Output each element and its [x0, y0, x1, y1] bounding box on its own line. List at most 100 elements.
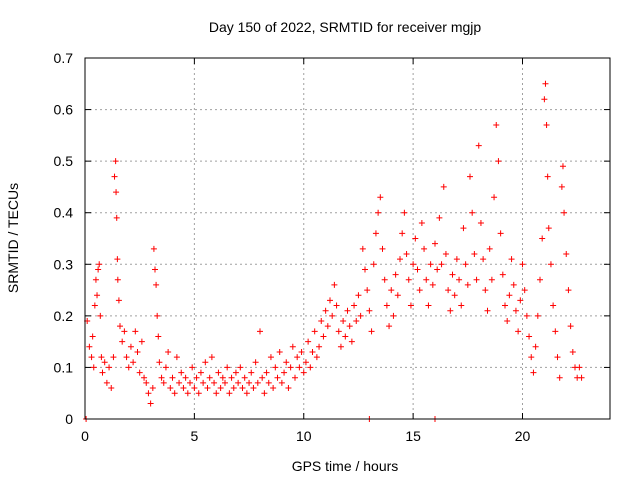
data-point: [491, 194, 498, 201]
data-point: [421, 245, 428, 252]
data-point: [252, 359, 259, 366]
data-point: [248, 369, 255, 376]
data-point: [278, 379, 285, 386]
data-point: [235, 379, 242, 386]
data-point: [467, 173, 473, 180]
data-point: [379, 245, 386, 252]
data-point: [292, 374, 298, 381]
data-point: [567, 323, 574, 330]
data-point: [154, 312, 161, 319]
data-point: [484, 307, 491, 314]
data-point: [578, 374, 585, 381]
data-point: [576, 364, 583, 371]
data-point: [197, 369, 204, 376]
data-point: [418, 220, 425, 227]
data-point: [211, 379, 218, 386]
data-point: [547, 261, 554, 268]
data-point: [156, 359, 163, 366]
data-point: [112, 158, 119, 165]
data-point: [184, 390, 191, 397]
data-point: [160, 379, 167, 386]
data-point: [447, 307, 454, 314]
data-point: [390, 312, 397, 319]
x-tick-label: 5: [190, 428, 198, 444]
x-tick-label: 15: [405, 428, 421, 444]
data-point: [425, 302, 432, 309]
data-point: [191, 385, 198, 392]
data-point: [504, 318, 511, 325]
data-point: [532, 343, 539, 350]
data-point: [127, 343, 134, 350]
data-point: [530, 369, 537, 376]
data-point: [173, 354, 180, 361]
data-point: [316, 343, 323, 350]
data-point: [193, 374, 200, 381]
data-point: [362, 266, 368, 273]
data-point: [285, 385, 292, 392]
data-point: [497, 230, 504, 237]
data-point: [213, 390, 220, 397]
data-point: [289, 343, 296, 350]
data-point: [377, 194, 384, 201]
data-point: [495, 158, 502, 165]
data-point: [123, 354, 130, 361]
data-point: [230, 385, 237, 392]
data-point: [488, 276, 495, 283]
data-point: [241, 374, 248, 381]
data-point: [167, 385, 174, 392]
data-point: [327, 297, 333, 304]
data-point: [438, 261, 445, 268]
data-point: [95, 266, 102, 273]
data-point: [541, 96, 548, 103]
data-point: [565, 287, 572, 294]
data-point: [158, 374, 165, 381]
data-point: [537, 276, 543, 283]
data-point: [121, 328, 128, 335]
data-point: [348, 338, 355, 345]
data-point: [272, 364, 279, 371]
data-points: [83, 80, 585, 422]
data-point: [318, 318, 325, 325]
data-point: [333, 302, 340, 309]
data-point: [115, 297, 122, 304]
data-point: [239, 385, 246, 392]
y-tick-label: 0: [65, 411, 73, 427]
data-point: [152, 266, 158, 273]
x-tick-label: 10: [296, 428, 312, 444]
data-point: [195, 390, 202, 397]
data-point: [153, 281, 160, 288]
x-tick-label: 20: [515, 428, 531, 444]
data-point: [407, 302, 414, 309]
data-point: [254, 379, 261, 386]
data-point: [300, 369, 307, 376]
data-point: [270, 385, 277, 392]
data-point: [329, 312, 336, 319]
y-tick-label: 0.7: [54, 50, 74, 66]
data-point: [222, 379, 228, 386]
data-point: [141, 374, 148, 381]
data-point: [375, 209, 382, 216]
data-point: [204, 385, 211, 392]
data-point: [132, 328, 139, 335]
data-point: [294, 354, 301, 361]
data-point: [386, 323, 393, 330]
data-point: [117, 323, 123, 330]
y-tick-label: 0.3: [54, 256, 74, 272]
data-point: [180, 385, 187, 392]
data-point: [257, 328, 263, 335]
data-point: [458, 302, 465, 309]
data-point: [475, 142, 482, 149]
data-point: [274, 374, 281, 381]
data-point: [394, 292, 401, 299]
data-point: [134, 348, 141, 355]
data-point: [206, 374, 213, 381]
data-point: [366, 307, 373, 314]
y-tick-label: 0.2: [54, 308, 74, 324]
data-point: [427, 261, 434, 268]
data-point: [456, 276, 463, 283]
data-point: [320, 333, 327, 340]
x-axis-label: GPS time / hours: [292, 458, 399, 474]
data-point: [165, 348, 172, 355]
data-point: [136, 369, 143, 376]
data-point: [219, 374, 226, 381]
